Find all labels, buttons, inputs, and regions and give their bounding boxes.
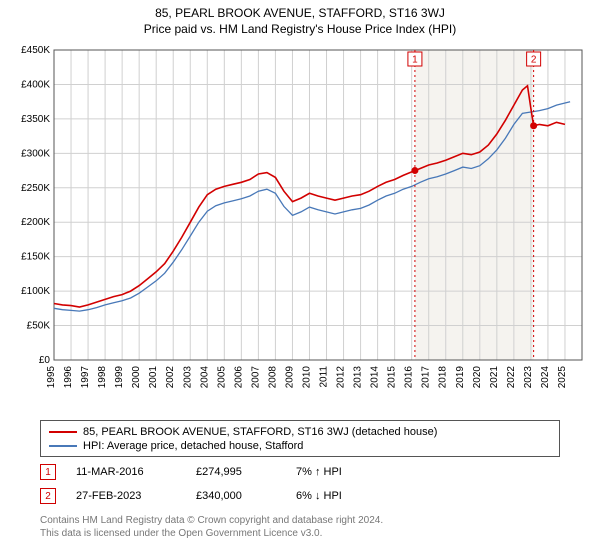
svg-text:£350K: £350K xyxy=(21,114,50,125)
legend-swatch xyxy=(49,431,77,433)
event-marker-box: 1 xyxy=(40,464,56,480)
svg-text:2019: 2019 xyxy=(455,366,466,389)
svg-text:2021: 2021 xyxy=(489,366,500,389)
event-marker-box: 2 xyxy=(40,488,56,504)
svg-text:2010: 2010 xyxy=(301,366,312,389)
event-date: 11-MAR-2016 xyxy=(76,466,176,478)
svg-text:2023: 2023 xyxy=(523,366,534,389)
svg-text:£100K: £100K xyxy=(21,286,50,297)
svg-text:1996: 1996 xyxy=(63,366,74,389)
legend-label: HPI: Average price, detached house, Staf… xyxy=(83,439,303,453)
svg-text:£400K: £400K xyxy=(21,79,50,90)
svg-text:1995: 1995 xyxy=(46,366,57,389)
svg-text:2: 2 xyxy=(531,55,537,66)
svg-text:2000: 2000 xyxy=(131,366,142,389)
svg-text:2007: 2007 xyxy=(250,366,261,389)
event-diff: 6% ↓ HPI xyxy=(296,490,376,502)
svg-text:£150K: £150K xyxy=(21,252,50,263)
svg-text:£50K: £50K xyxy=(27,321,51,332)
chart-title-block: 85, PEARL BROOK AVENUE, STAFFORD, ST16 3… xyxy=(0,0,600,36)
svg-text:£250K: £250K xyxy=(21,183,50,194)
svg-text:2008: 2008 xyxy=(267,366,278,389)
footer-line: This data is licensed under the Open Gov… xyxy=(40,527,383,540)
event-row: 1 11-MAR-2016 £274,995 7% ↑ HPI xyxy=(40,460,560,484)
event-price: £274,995 xyxy=(196,466,276,478)
svg-text:1: 1 xyxy=(412,55,418,66)
svg-text:2002: 2002 xyxy=(165,366,176,389)
chart-area: 1 2 £0 £50K £100K £150K £200K £250K £300K £350K £4… xyxy=(8,44,592,414)
svg-text:2005: 2005 xyxy=(216,366,227,389)
svg-text:2003: 2003 xyxy=(182,366,193,389)
svg-text:£0: £0 xyxy=(39,355,51,366)
legend-swatch xyxy=(49,445,77,447)
chart-title-line1: 85, PEARL BROOK AVENUE, STAFFORD, ST16 3… xyxy=(0,6,600,20)
legend-item: HPI: Average price, detached house, Staf… xyxy=(49,439,551,453)
svg-text:2022: 2022 xyxy=(506,366,517,389)
footer-line: Contains HM Land Registry data © Crown c… xyxy=(40,514,383,527)
svg-text:£300K: £300K xyxy=(21,148,50,159)
svg-text:2011: 2011 xyxy=(319,366,330,388)
svg-text:2009: 2009 xyxy=(284,366,295,389)
svg-text:1998: 1998 xyxy=(97,366,108,389)
svg-text:£450K: £450K xyxy=(21,45,50,56)
event-row: 2 27-FEB-2023 £340,000 6% ↓ HPI xyxy=(40,484,560,508)
svg-text:2017: 2017 xyxy=(421,366,432,389)
svg-text:2004: 2004 xyxy=(199,366,210,389)
svg-text:1999: 1999 xyxy=(114,366,125,389)
svg-text:2006: 2006 xyxy=(233,366,244,389)
events-table: 1 11-MAR-2016 £274,995 7% ↑ HPI 2 27-FEB… xyxy=(40,460,560,508)
event-diff: 7% ↑ HPI xyxy=(296,466,376,478)
svg-text:2016: 2016 xyxy=(404,366,415,389)
legend: 85, PEARL BROOK AVENUE, STAFFORD, ST16 3… xyxy=(40,420,560,457)
svg-text:1997: 1997 xyxy=(80,366,91,389)
legend-item: 85, PEARL BROOK AVENUE, STAFFORD, ST16 3… xyxy=(49,425,551,439)
svg-text:2013: 2013 xyxy=(353,366,364,389)
svg-text:2012: 2012 xyxy=(336,366,347,389)
svg-text:2020: 2020 xyxy=(472,366,483,389)
legend-label: 85, PEARL BROOK AVENUE, STAFFORD, ST16 3… xyxy=(83,425,437,439)
svg-text:2025: 2025 xyxy=(557,366,568,389)
footer-attribution: Contains HM Land Registry data © Crown c… xyxy=(40,514,383,540)
svg-text:2015: 2015 xyxy=(387,366,398,389)
event-price: £340,000 xyxy=(196,490,276,502)
svg-text:2024: 2024 xyxy=(540,366,551,389)
svg-text:2014: 2014 xyxy=(370,366,381,389)
event-date: 27-FEB-2023 xyxy=(76,490,176,502)
svg-text:£200K: £200K xyxy=(21,217,50,228)
svg-text:2018: 2018 xyxy=(438,366,449,389)
chart-title-line2: Price paid vs. HM Land Registry's House … xyxy=(0,22,600,36)
svg-text:2001: 2001 xyxy=(148,366,159,389)
